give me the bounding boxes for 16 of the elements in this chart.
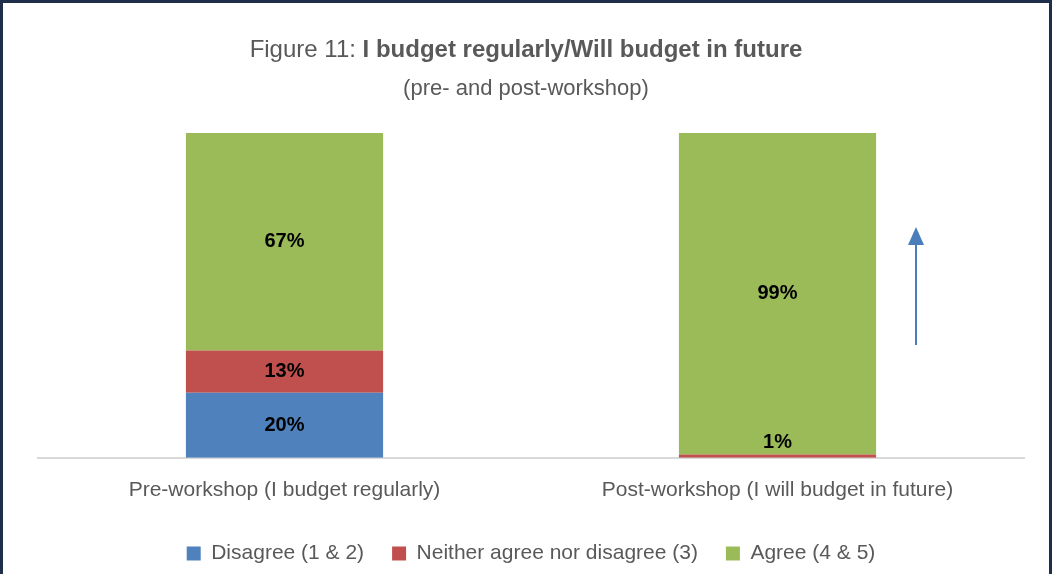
bar bbox=[185, 350, 384, 393]
x-tick-label: Post-workshop (I will budget in future) bbox=[601, 477, 954, 501]
legend-label: Agree (4 & 5) bbox=[750, 540, 876, 564]
data-label: 1% bbox=[763, 430, 793, 453]
legend-label: Disagree (1 & 2) bbox=[211, 540, 365, 564]
x-tick-label: Pre-workshop (I budget regularly) bbox=[128, 477, 441, 501]
bar bbox=[185, 392, 384, 458]
data-label: 67% bbox=[264, 229, 305, 252]
bar bbox=[185, 133, 384, 351]
chart-subtitle: (pre- and post-workshop) bbox=[402, 75, 650, 101]
chart-title: Figure 11: I budget regularly/Will budget in future bbox=[248, 35, 804, 63]
bar bbox=[678, 133, 877, 455]
data-label: 20% bbox=[264, 412, 305, 435]
data-label: 13% bbox=[264, 359, 305, 382]
legend-label: Neither agree nor disagree (3) bbox=[416, 540, 698, 564]
data-label: 99% bbox=[757, 281, 798, 304]
